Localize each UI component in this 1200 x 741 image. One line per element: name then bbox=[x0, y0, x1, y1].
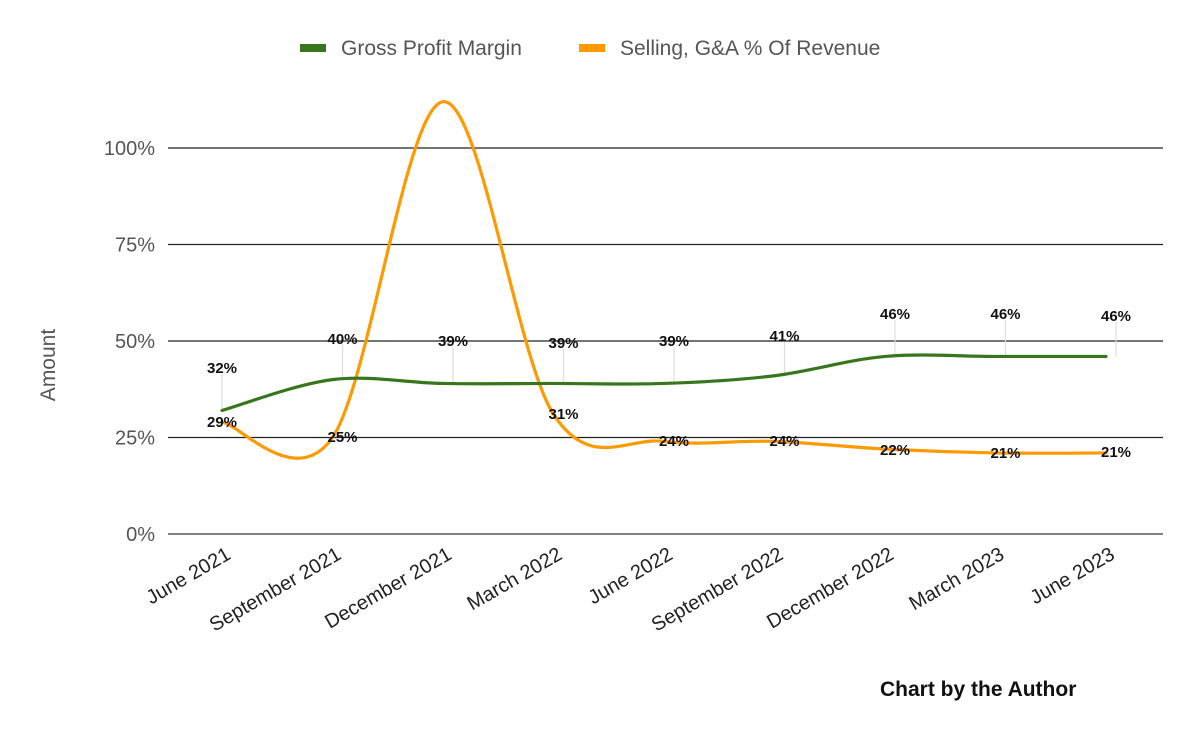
series-line bbox=[220, 100, 1108, 460]
y-tick-label: 25% bbox=[115, 428, 155, 450]
legend-label: Selling, G&A % Of Revenue bbox=[620, 37, 880, 60]
x-tick-label: March 2022 bbox=[464, 543, 566, 615]
x-tick-label: June 2023 bbox=[1027, 543, 1119, 609]
data-label: 29% bbox=[207, 414, 237, 431]
series-line bbox=[220, 353, 1108, 413]
data-label: 46% bbox=[990, 306, 1020, 323]
x-tick-label: June 2021 bbox=[143, 543, 235, 609]
data-labels: 32% 40% 39% 39% 39% 41% 46% 46% 46% 29% 25% 31% 24% 2… bbox=[207, 306, 1131, 462]
legend-swatch bbox=[300, 44, 326, 52]
data-label: 24% bbox=[659, 433, 689, 450]
x-tick-label: June 2022 bbox=[585, 543, 677, 609]
data-label: 21% bbox=[990, 445, 1020, 462]
data-label: 32% bbox=[207, 360, 237, 377]
y-tick-label: 75% bbox=[115, 235, 155, 257]
data-label: 24% bbox=[769, 433, 799, 450]
data-label: 46% bbox=[880, 306, 910, 323]
y-tick-label: 0% bbox=[126, 524, 155, 546]
data-label: 39% bbox=[438, 333, 468, 350]
chart-credit: Chart by the Author bbox=[880, 678, 1077, 701]
data-label: 46% bbox=[1101, 308, 1131, 325]
series-lines bbox=[220, 100, 1108, 460]
data-label: 21% bbox=[1101, 444, 1131, 461]
data-label: 40% bbox=[327, 331, 357, 348]
legend-swatch bbox=[579, 44, 605, 52]
chart-legend: Gross Profit Margin Selling, G&A % Of Rev… bbox=[300, 37, 880, 60]
y-axis-title: Amount bbox=[37, 329, 60, 402]
data-label: 39% bbox=[548, 335, 578, 352]
x-tick-label: March 2023 bbox=[906, 543, 1008, 615]
data-label: 25% bbox=[327, 429, 357, 446]
data-label: 31% bbox=[548, 406, 578, 423]
y-tick-label: 50% bbox=[115, 331, 155, 353]
legend-label: Gross Profit Margin bbox=[341, 37, 522, 60]
data-label: 41% bbox=[769, 328, 799, 345]
label-leader-lines bbox=[221, 320, 1117, 411]
y-axis-ticks: 0% 25% 50% 75% 100% bbox=[104, 138, 155, 546]
data-label: 22% bbox=[880, 442, 910, 459]
data-label: 39% bbox=[659, 333, 689, 350]
y-tick-label: 100% bbox=[104, 138, 155, 160]
